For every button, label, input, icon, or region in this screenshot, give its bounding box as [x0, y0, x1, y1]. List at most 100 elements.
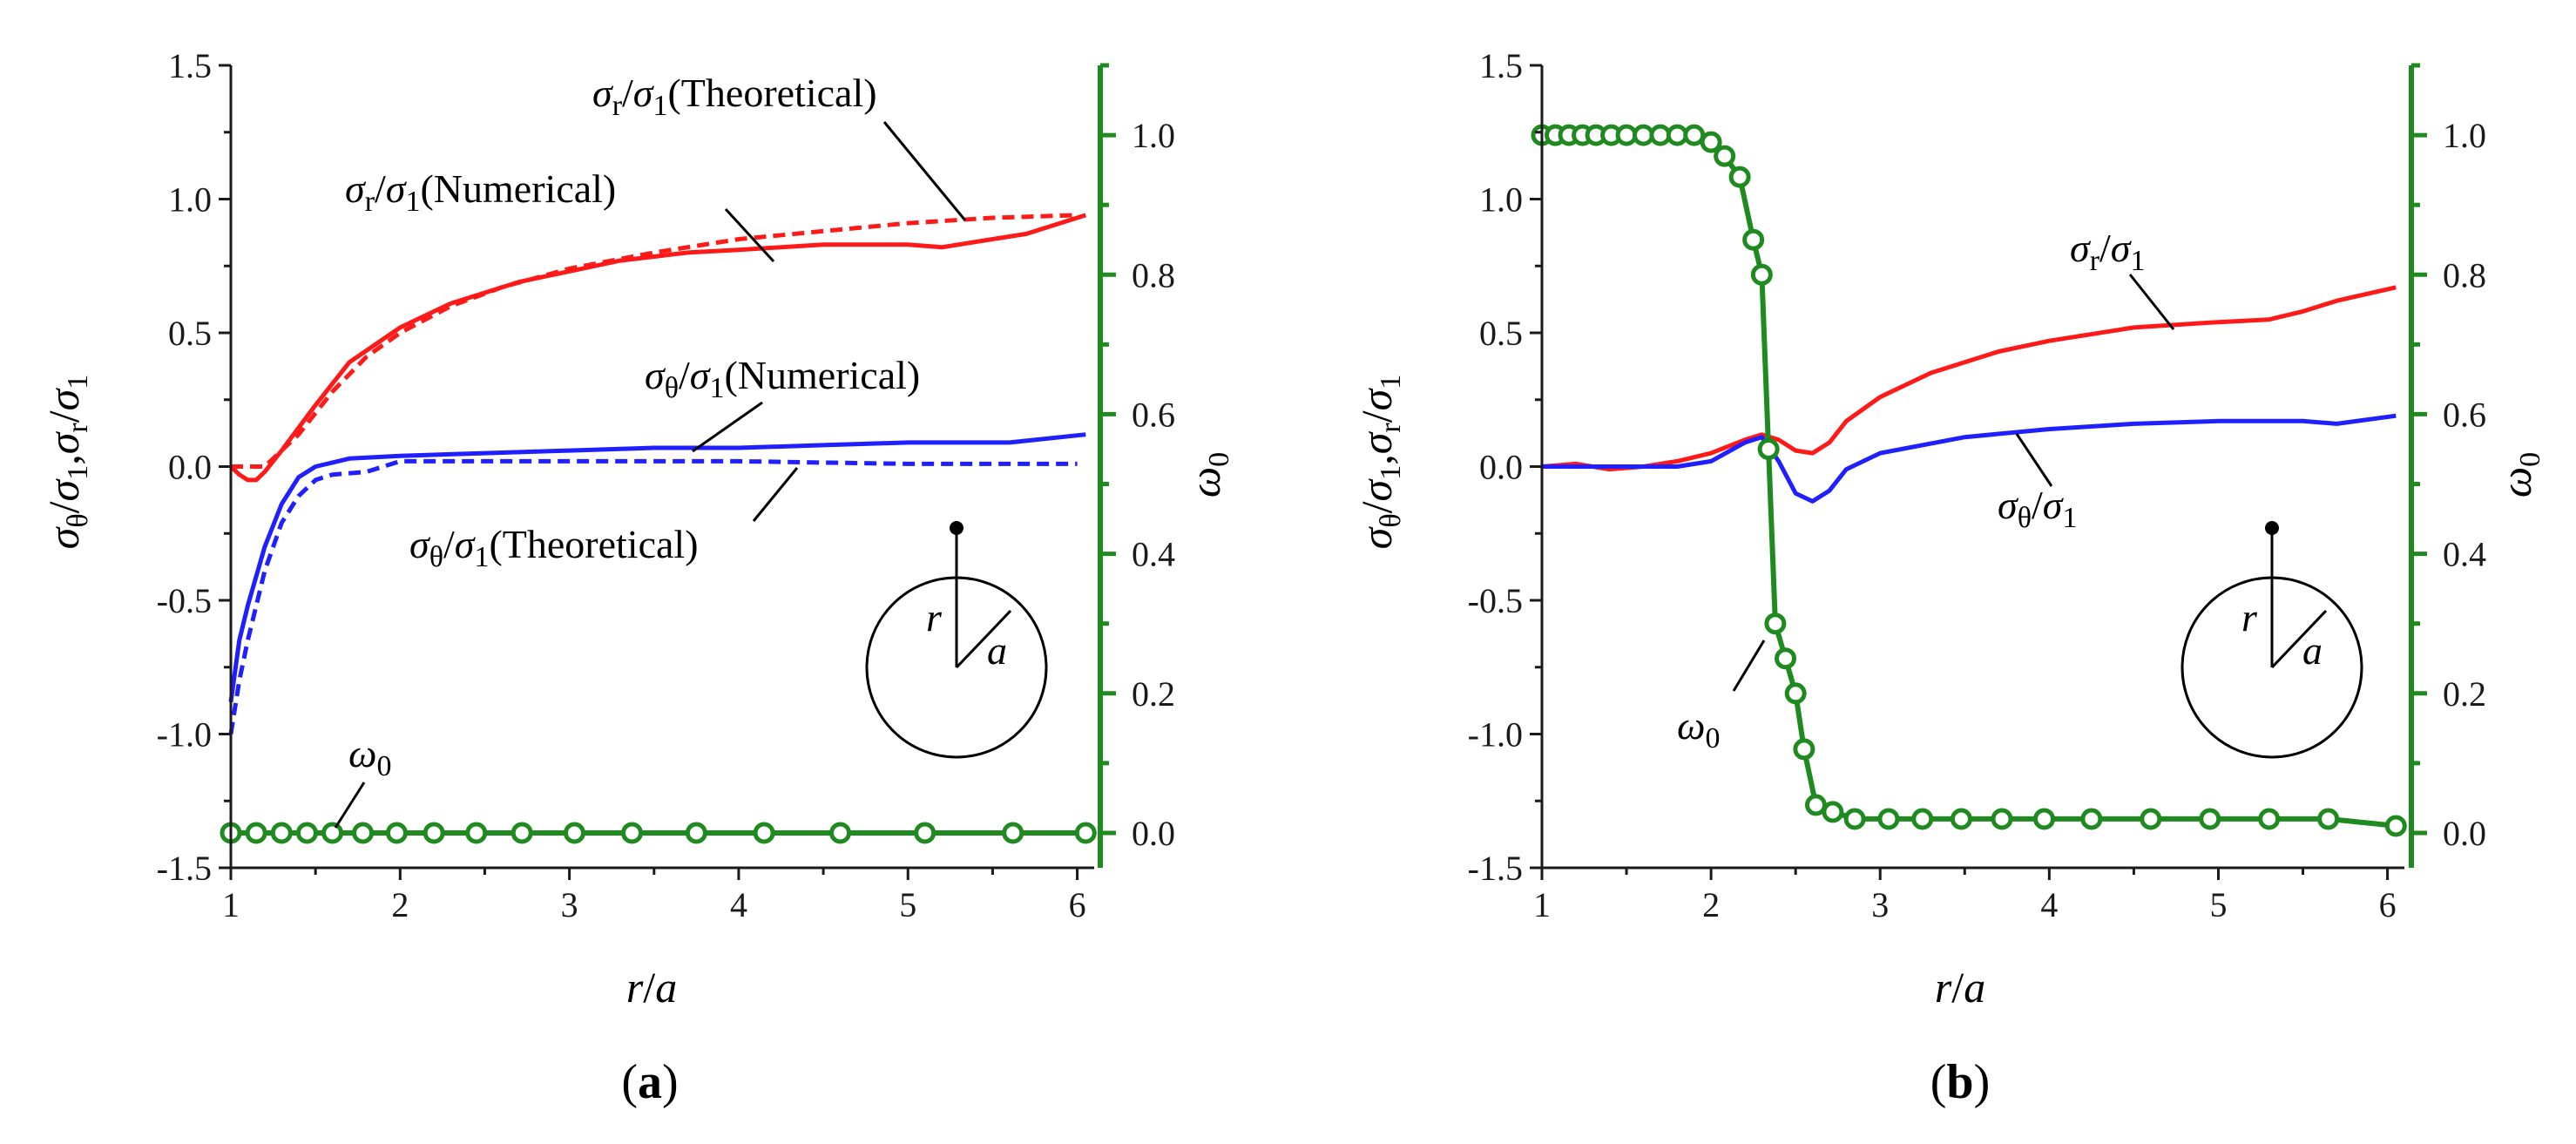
- panel-a: 1.5 1.0 0.5 0.0 -0.5 -1.0 -1.5 1 2 3 4 5 6 1.0 0.8 0.6 0…: [39, 46, 1235, 1109]
- panel-b-omega0-marker: [1793, 738, 1815, 761]
- panel-b-omega0-marker: [2080, 808, 2103, 830]
- panel-b-y2tick-label: 0.0: [2443, 814, 2486, 853]
- panel-a-xtick-label: 3: [561, 885, 578, 924]
- panel-a-annotation-omega0: ω0: [334, 731, 391, 829]
- panel-b-omega0-marker: [2317, 808, 2340, 830]
- panel-b-y2tick-label: 0.6: [2443, 395, 2486, 434]
- panel-b-ytick-label: 0.5: [1479, 314, 1523, 353]
- panel-b-omega0-marker: [1843, 808, 1866, 830]
- panel-b-omega0-marker: [1728, 166, 1751, 188]
- panel-b-ytick-label: 1.0: [1479, 180, 1523, 220]
- panel-b-omega0-marker: [1750, 263, 1773, 286]
- panel-a-inset-a-label: a: [987, 628, 1007, 673]
- panel-b-xtick-label: 2: [1702, 885, 1720, 924]
- panel-b-y2label: ω0: [2491, 452, 2546, 498]
- panel-b-xtick-label: 5: [2209, 885, 2227, 924]
- panel-a-y2tick-label: 0.6: [1132, 395, 1175, 434]
- panel-a-xtick-label: 5: [899, 885, 916, 924]
- panel-a-omega0-marker: [295, 822, 318, 844]
- panel-b-omega0-marker: [2384, 815, 2407, 837]
- svg-text:ω0: ω0: [1677, 703, 1720, 755]
- panel-a-inset-pin: [950, 521, 963, 535]
- panel-a-omega0-marker: [385, 822, 408, 844]
- panel-b-omega0-marker: [2258, 808, 2281, 830]
- panel-b-omega0-marker: [2033, 808, 2056, 830]
- panel-a-omega0-marker: [563, 822, 585, 844]
- svg-text:σr/σ1(Theoretical): σr/σ1(Theoretical): [592, 71, 877, 122]
- panel-a-ytick-label: 1.5: [168, 46, 212, 85]
- svg-text:σr/σ1: σr/σ1: [2070, 226, 2145, 277]
- panel-b-omega0-marker: [1775, 647, 1797, 670]
- panel-a-series-1-theoretical-line: [228, 458, 1078, 734]
- panel-a-omega0-marker: [423, 822, 445, 844]
- panel-b-series-1-line: [1542, 413, 2397, 504]
- panel-a-omega0-marker: [914, 822, 936, 844]
- panel-a-annotation-sigma-theta-numerical: σθ/σ1(Numerical): [645, 353, 920, 453]
- svg-text:σθ/σ1(Theoretical): σθ/σ1(Theoretical): [409, 522, 699, 573]
- panel-b-xlabel: r/a: [1935, 963, 1985, 1012]
- panel-a-omega0-marker: [1074, 822, 1097, 844]
- panel-a-inset-diagram: ra: [865, 521, 1048, 759]
- panel-b-xtick-label: 3: [1871, 885, 1889, 924]
- panel-b-y2tick-label: 1.0: [2443, 116, 2486, 155]
- panel-a-y2tick-label: 0.0: [1132, 814, 1175, 853]
- panel-a-y2tick-label: 0.4: [1132, 535, 1175, 574]
- panel-b-annotation-omega0: ω0: [1677, 640, 1766, 755]
- panel-b-ytick-label: -1.0: [1468, 715, 1523, 755]
- panel-b-omega0-marker: [1991, 808, 2013, 830]
- panel-a-omega0-marker: [621, 822, 644, 844]
- panel-b-label: (b): [1930, 1055, 1990, 1109]
- panel-b-omega0-marker: [2140, 808, 2162, 830]
- panel-b-ytick-label: 0.0: [1479, 448, 1523, 487]
- panel-a-xlabel: r/a: [626, 963, 677, 1012]
- svg-text:ω0: ω0: [348, 731, 391, 782]
- panel-b-omega0-marker: [1742, 228, 1765, 251]
- panel-b-inset-r-label: r: [2241, 595, 2258, 640]
- panel-b-omega0-marker: [1714, 145, 1736, 167]
- panel-a-ytick-label: -1.0: [157, 715, 212, 755]
- panel-a-series-r-1-theoretical-line: [231, 213, 1078, 469]
- panel-b-omega0-marker: [1822, 801, 1844, 823]
- panel-b-ytick-label: -1.5: [1468, 849, 1523, 888]
- panel-b-omega0-marker: [1784, 682, 1807, 705]
- panel-b-xtick-label: 1: [1533, 885, 1551, 924]
- panel-b-ytick-label: 1.5: [1479, 46, 1523, 85]
- panel-b-inset-a-label: a: [2302, 628, 2322, 673]
- panel-b-omega0-marker: [1950, 808, 1972, 830]
- panel-a-y2tick-label: 0.2: [1132, 674, 1175, 714]
- panel-a-ytick-label: 1.0: [168, 180, 212, 220]
- panel-b-inset-a-line: [2270, 609, 2328, 669]
- panel-b-xtick-label: 6: [2379, 885, 2397, 924]
- panel-a-omega0-marker: [1002, 822, 1024, 844]
- panel-a-series-1-numerical-line: [228, 432, 1086, 703]
- panel-a-y2tick-label: 1.0: [1132, 116, 1175, 155]
- panel-a-omega0-marker: [753, 822, 775, 844]
- panel-b-inset-pin: [2265, 521, 2279, 535]
- panel-b-xtick-label: 4: [2040, 885, 2058, 924]
- panel-a-y2tick-label: 0.8: [1132, 255, 1175, 294]
- panel-b-omega0-marker: [1757, 437, 1780, 460]
- svg-text:σθ/σ1: σθ/σ1: [1998, 483, 2077, 534]
- panel-b-axes: 1.5 1.0 0.5 0.0 -0.5 -1.0 -1.5 1 2 3 4 5 6 1.0 0.8 0.6 0…: [1468, 46, 2486, 924]
- panel-b-series-r-1-line: [1541, 285, 2397, 472]
- panel-b-annotation-sigma-r: σr/σ1: [2070, 226, 2175, 330]
- panel-b-omega0-marker: [1700, 131, 1722, 153]
- panel-a-xtick-label: 6: [1069, 885, 1086, 924]
- panel-a-axes: 1.5 1.0 0.5 0.0 -0.5 -1.0 -1.5 1 2 3 4 5 6 1.0 0.8 0.6 0…: [157, 46, 1175, 924]
- panel-a-omega0-marker: [685, 822, 707, 844]
- panel-b: 1.5 1.0 0.5 0.0 -0.5 -1.0 -1.5 1 2 3 4 5 6 1.0 0.8 0.6 0…: [1352, 46, 2546, 1109]
- panel-a-ylabel: σθ/σ1,σr/σ1: [39, 375, 94, 550]
- panel-b-ytick-label: -0.5: [1468, 581, 1523, 620]
- panel-a-omega0-marker: [352, 822, 375, 844]
- panel-a-omega0-marker: [245, 822, 267, 844]
- panel-b-omega0-marker: [1911, 808, 1934, 830]
- panel-a-inset-a-line: [955, 609, 1012, 669]
- panel-a-ytick-label: 0.5: [168, 314, 212, 353]
- panel-a-annotation-sigma-r-numerical: σr/σ1(Numerical): [345, 166, 775, 263]
- panel-a-omega0-marker: [270, 822, 293, 844]
- panel-a-omega0-marker: [510, 822, 533, 844]
- panel-b-y2tick-label: 0.2: [2443, 674, 2486, 714]
- panel-a-series-r-1-numerical-line: [229, 213, 1087, 483]
- panel-a-xtick-label: 2: [391, 885, 409, 924]
